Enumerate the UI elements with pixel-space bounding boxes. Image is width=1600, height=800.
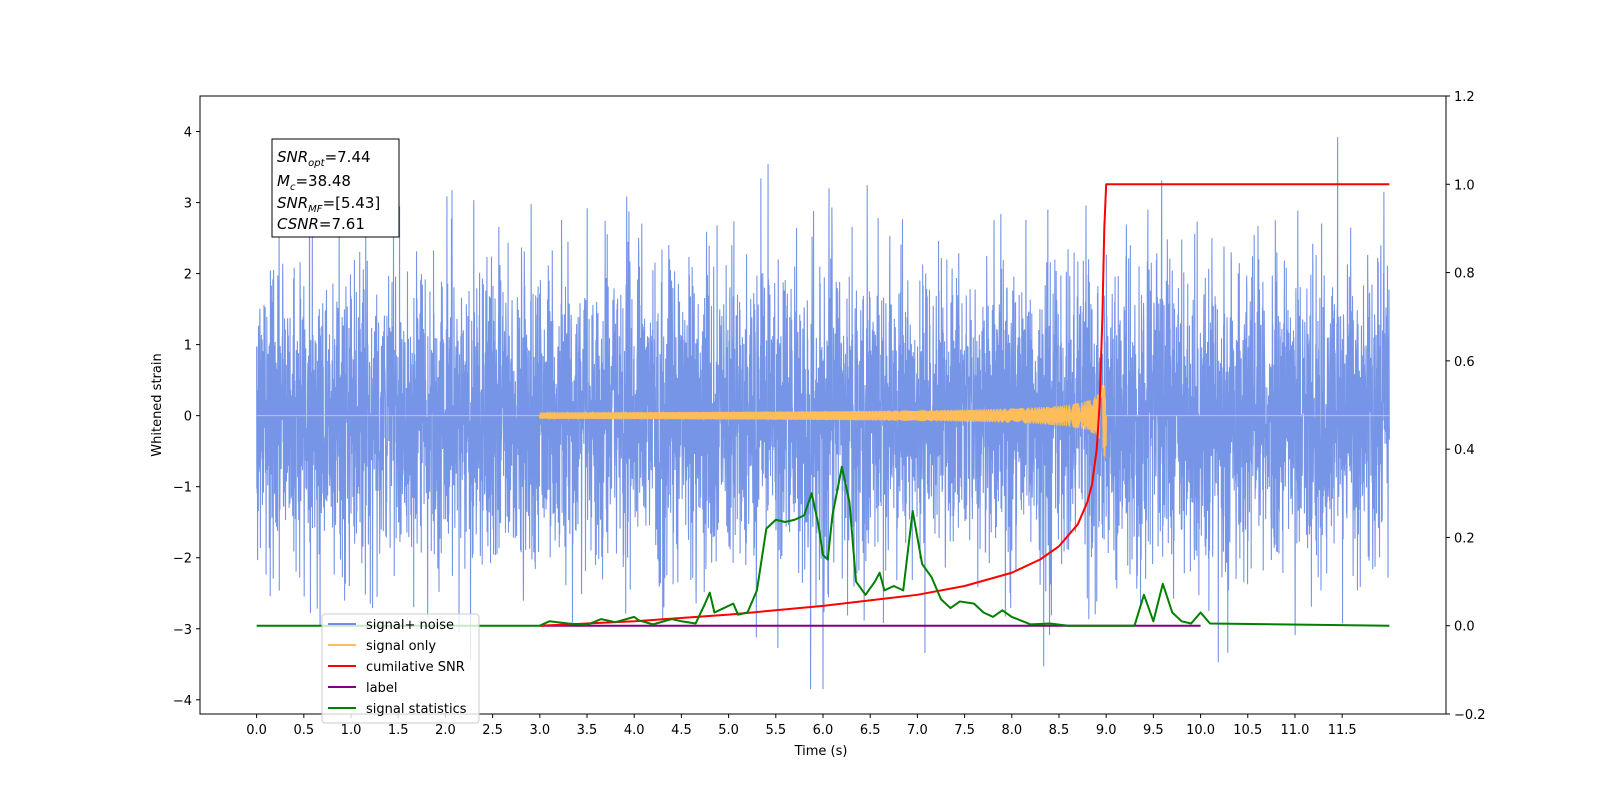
x-tick-label: 6.5: [860, 723, 881, 738]
y2-tick-label: 0.8: [1454, 267, 1475, 282]
x-tick-label: 5.0: [718, 723, 739, 738]
x-tick-label: 3.5: [577, 723, 598, 738]
legend-items: signal+ noise signal only cumilative SNR la…: [328, 618, 467, 717]
y-tick-label: −4: [173, 694, 192, 709]
legend-item-label: signal only: [366, 639, 436, 654]
legend: signal+ noise signal only cumilative SNR la…: [321, 613, 480, 724]
series-layer: [256, 137, 1390, 690]
legend-frame: [321, 613, 480, 724]
y2-tick-label: 0.0: [1454, 620, 1475, 635]
y2-tick-label: 0.6: [1454, 355, 1475, 370]
x-tick-label: 9.0: [1096, 723, 1117, 738]
x-tick-label: 11.0: [1280, 723, 1309, 738]
annotation-box: SNRopt=7.44 Mc=38.48 SNRMF=[5.43] CSNR=7…: [271, 138, 400, 238]
annotation-frame: [271, 138, 400, 238]
annotation-mc-sub: c: [290, 182, 296, 193]
y-axis-right: 1.2 1.0 0.8 0.6 0.4 0.2 0.0 −0.2: [1446, 90, 1486, 723]
y-tick-label: 4: [184, 126, 192, 141]
annotation-mc-value: =38.48: [295, 172, 351, 190]
annotation-csnr-value: =7.61: [319, 215, 365, 233]
y2-tick-label: 0.4: [1454, 443, 1475, 458]
x-tick-label: 8.5: [1049, 723, 1070, 738]
annotation-mc-label: M: [277, 172, 290, 190]
series-signal-only: [256, 384, 1390, 459]
legend-item-label: label: [366, 681, 397, 696]
y-tick-label: 2: [184, 268, 192, 283]
annotation-snr-mf: SNRMF=[5.43]: [277, 194, 380, 215]
annotation-snr-opt-value: =7.44: [325, 148, 371, 166]
x-tick-label: 4.5: [671, 723, 692, 738]
legend-item-label: signal+ noise: [366, 618, 454, 633]
annotation-csnr: CSNR=7.61: [277, 215, 365, 233]
annotation-mc: Mc=38.48: [277, 172, 351, 193]
y2-tick-label: 0.2: [1454, 531, 1475, 546]
y-tick-label: 0: [184, 410, 192, 425]
x-tick-label: 1.0: [341, 723, 362, 738]
x-axis: 0.0 0.5 1.0 1.5 2.0 2.5 3.0 3.5 4.0 4.5 5.0 5.5 6.0 6…: [246, 714, 1357, 738]
y2-tick-label: 1.2: [1454, 90, 1475, 105]
y-tick-label: −2: [173, 552, 192, 567]
y-tick-label: −3: [173, 623, 192, 638]
annotation-csnr-label: CSNR: [277, 215, 319, 233]
series-signal-statistics: [256, 465, 1390, 627]
x-tick-label: 3.0: [529, 723, 550, 738]
x-tick-label: 1.5: [388, 723, 409, 738]
x-tick-label: 2.5: [482, 723, 503, 738]
x-tick-label: 6.0: [813, 723, 834, 738]
legend-item-label: signal statistics: [366, 702, 467, 717]
annotation-snr-mf-sub: MF: [308, 204, 323, 215]
annotation-snr-opt-label: SNR: [277, 148, 308, 166]
annotation-snr-mf-label: SNR: [277, 194, 308, 212]
y2-tick-label: −0.2: [1454, 708, 1486, 723]
x-tick-label: 11.5: [1328, 723, 1357, 738]
annotation-snr-opt: SNRopt=7.44: [277, 148, 371, 169]
x-tick-label: 0.0: [246, 723, 267, 738]
annotation-snr-mf-value: =[5.43]: [323, 194, 381, 212]
x-tick-label: 7.5: [954, 723, 975, 738]
y-tick-label: 3: [184, 197, 192, 212]
y2-tick-label: 1.0: [1454, 178, 1475, 193]
x-tick-label: 10.0: [1186, 723, 1215, 738]
x-tick-label: 5.5: [765, 723, 786, 738]
x-tick-label: 10.5: [1233, 723, 1262, 738]
x-tick-label: 7.0: [907, 723, 928, 738]
y-axis-label: Whitened strain: [150, 353, 165, 456]
annotation-snr-opt-sub: opt: [308, 158, 325, 169]
x-tick-label: 9.5: [1143, 723, 1164, 738]
y-axis-left: 4 3 2 1 0 −1 −2 −3 −4: [173, 126, 200, 709]
legend-item-label: cumilative SNR: [366, 660, 465, 675]
series-cumulative-snr: [539, 183, 1390, 627]
x-tick-label: 2.0: [435, 723, 456, 738]
x-tick-label: 4.0: [624, 723, 645, 738]
y-tick-label: −1: [173, 481, 192, 496]
y-tick-label: 1: [184, 339, 192, 354]
x-tick-label: 8.0: [1001, 723, 1022, 738]
series-signal-noise: [256, 137, 1390, 690]
x-axis-label: Time (s): [794, 744, 848, 759]
x-tick-label: 0.5: [293, 723, 314, 738]
